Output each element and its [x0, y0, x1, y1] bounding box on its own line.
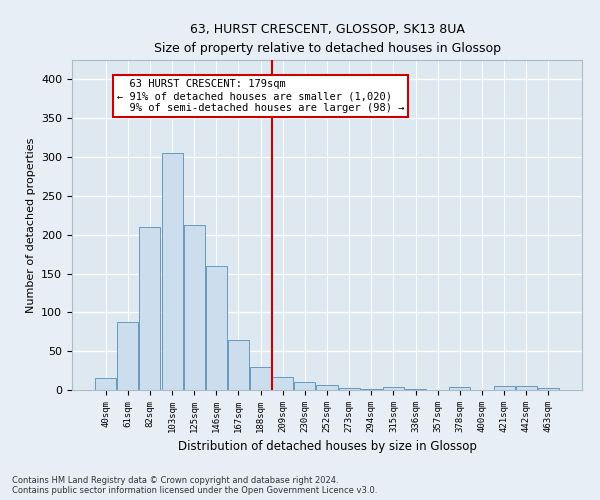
Bar — [228, 340, 249, 390]
Bar — [383, 387, 404, 390]
Title: 63, HURST CRESCENT, GLOSSOP, SK13 8UA
Size of property relative to detached hous: 63, HURST CRESCENT, GLOSSOP, SK13 8UA Si… — [154, 22, 500, 54]
Bar — [405, 389, 426, 390]
Bar — [95, 378, 116, 390]
Y-axis label: Number of detached properties: Number of detached properties — [26, 138, 35, 312]
Bar — [118, 322, 139, 390]
Bar — [338, 388, 359, 390]
Bar — [161, 153, 182, 390]
Bar — [272, 377, 293, 390]
Bar — [449, 387, 470, 390]
Bar — [139, 227, 160, 390]
Bar — [184, 226, 205, 390]
Bar — [206, 266, 227, 390]
Bar — [250, 366, 271, 390]
Bar — [515, 386, 536, 390]
Bar — [316, 386, 338, 390]
Text: 63 HURST CRESCENT: 179sqm
← 91% of detached houses are smaller (1,020)
  9% of s: 63 HURST CRESCENT: 179sqm ← 91% of detac… — [117, 80, 404, 112]
Bar — [361, 389, 382, 390]
Bar — [295, 382, 316, 390]
X-axis label: Distribution of detached houses by size in Glossop: Distribution of detached houses by size … — [178, 440, 476, 454]
Bar — [494, 386, 515, 390]
Bar — [538, 388, 559, 390]
Text: Contains HM Land Registry data © Crown copyright and database right 2024.
Contai: Contains HM Land Registry data © Crown c… — [12, 476, 377, 495]
